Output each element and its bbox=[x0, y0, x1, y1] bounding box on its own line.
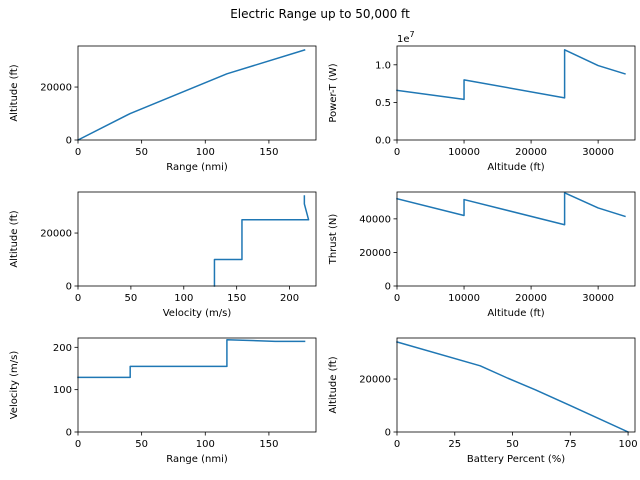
x-tick-label: 30000 bbox=[582, 147, 614, 158]
x-tick-label: 0 bbox=[394, 293, 400, 304]
x-axis-label: Battery Percent (%) bbox=[467, 454, 565, 465]
y-axis-label: Altitude (ft) bbox=[328, 356, 339, 413]
subplot-1: 0 50 100 150 0 20000 Range (nmi) Altitude (ft) bbox=[9, 45, 317, 173]
x-tick-label: 100 bbox=[619, 439, 638, 450]
y-tick-label: 40000 bbox=[359, 214, 391, 225]
x-axis-label: Altitude (ft) bbox=[487, 308, 544, 319]
x-tick-label: 50 bbox=[125, 293, 138, 304]
x-tick-label: 10000 bbox=[448, 147, 480, 158]
x-tick-label: 20000 bbox=[515, 147, 547, 158]
x-tick-label: 20000 bbox=[515, 293, 547, 304]
x-axis-label: Velocity (m/s) bbox=[163, 308, 232, 319]
y-tick-label: 0.0 bbox=[375, 136, 391, 147]
y-axis-label: Velocity (m/s) bbox=[9, 351, 20, 420]
y-offset-text: 1e7 bbox=[397, 30, 415, 45]
y-offset-exponent: 7 bbox=[410, 30, 415, 39]
x-tick-label: 50 bbox=[135, 147, 148, 158]
subplot-4: 0 10000 20000 30000 0 20000 40000 Altitude (ft)… bbox=[328, 191, 636, 319]
y-tick-label: 0 bbox=[66, 136, 72, 147]
x-axis-label: Range (nmi) bbox=[166, 162, 228, 173]
subplot-5: 0 50 100 150 0 100 200 Range (nmi) Velocity (m/s… bbox=[9, 337, 317, 465]
subplot-6: 0 25 50 75 100 0 20000 Battery Percent (%) Altit… bbox=[328, 337, 638, 465]
axes-frame bbox=[77, 337, 317, 433]
x-tick-label: 150 bbox=[227, 293, 246, 304]
x-tick-label: 0 bbox=[394, 439, 400, 450]
x-tick-label: 100 bbox=[174, 293, 193, 304]
y-tick-label: 0 bbox=[66, 282, 72, 293]
x-tick-label: 150 bbox=[259, 439, 278, 450]
y-tick-label: 0.5 bbox=[375, 98, 391, 109]
y-axis-label: Altitude (ft) bbox=[9, 64, 20, 121]
y-tick-label: 100 bbox=[53, 385, 72, 396]
x-axis-label: Altitude (ft) bbox=[487, 162, 544, 173]
x-tick-label: 0 bbox=[75, 439, 81, 450]
figure-title: Electric Range up to 50,000 ft bbox=[230, 7, 410, 21]
y-axis-label: Thrust (N) bbox=[328, 214, 339, 266]
y-tick-label: 20000 bbox=[359, 375, 391, 386]
y-tick-label: 0 bbox=[385, 428, 391, 439]
x-tick-label: 0 bbox=[75, 147, 81, 158]
x-tick-label: 25 bbox=[448, 439, 461, 450]
x-tick-label: 50 bbox=[506, 439, 519, 450]
axes-frame bbox=[396, 45, 636, 141]
y-axis-label: Altitude (ft) bbox=[9, 210, 20, 267]
subplot-3: 0 50 100 150 200 0 20000 Velocity (m/s) Altitude… bbox=[9, 191, 317, 319]
x-tick-label: 100 bbox=[196, 147, 215, 158]
x-tick-label: 200 bbox=[280, 293, 299, 304]
y-axis-label: Power-T (W) bbox=[328, 63, 339, 122]
x-tick-label: 150 bbox=[259, 147, 278, 158]
axes-frame bbox=[77, 45, 317, 141]
x-tick-label: 100 bbox=[196, 439, 215, 450]
data-line bbox=[396, 49, 626, 101]
y-tick-label: 0 bbox=[385, 282, 391, 293]
data-line bbox=[77, 338, 306, 379]
y-tick-label: 20000 bbox=[359, 248, 391, 259]
x-tick-label: 10000 bbox=[448, 293, 480, 304]
x-tick-label: 0 bbox=[75, 293, 81, 304]
x-axis-label: Range (nmi) bbox=[166, 454, 228, 465]
y-tick-label: 0 bbox=[66, 428, 72, 439]
x-tick-label: 50 bbox=[135, 439, 148, 450]
x-tick-label: 0 bbox=[394, 147, 400, 158]
data-line bbox=[396, 192, 626, 226]
y-tick-label: 1.0 bbox=[375, 60, 391, 71]
x-tick-label: 75 bbox=[564, 439, 577, 450]
y-tick-label: 200 bbox=[53, 343, 72, 354]
subplot-2: 0 10000 20000 30000 0.0 0.5 1.0 1e7 Altitude (ft… bbox=[328, 30, 636, 173]
x-tick-label: 30000 bbox=[582, 293, 614, 304]
axes-frame bbox=[396, 191, 636, 287]
axes-frame bbox=[396, 337, 636, 433]
y-tick-label: 20000 bbox=[40, 229, 72, 240]
data-line bbox=[213, 195, 310, 287]
y-tick-label: 20000 bbox=[40, 83, 72, 94]
axes-frame bbox=[77, 191, 317, 287]
data-line bbox=[396, 341, 630, 433]
data-line bbox=[76, 49, 306, 142]
